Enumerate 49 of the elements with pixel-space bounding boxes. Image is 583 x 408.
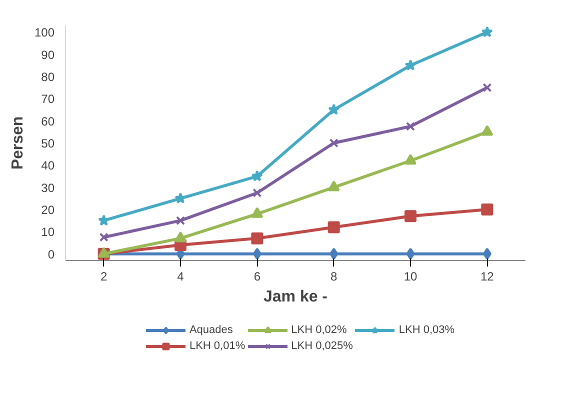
y-tick-label: 80 xyxy=(41,70,55,84)
legend-label: LKH 0,03% xyxy=(398,324,455,336)
x-tick-label: 4 xyxy=(177,270,184,284)
point xyxy=(328,221,340,234)
point xyxy=(481,125,494,136)
point xyxy=(404,210,416,222)
y-tick-label: 20 xyxy=(41,203,55,218)
y-axis-title: Persen xyxy=(9,116,26,170)
point xyxy=(174,232,186,242)
y-tick-label: 30 xyxy=(41,180,55,195)
x-tick-label: 10 xyxy=(404,270,418,284)
point xyxy=(251,170,263,182)
point xyxy=(99,232,108,242)
point xyxy=(328,104,340,115)
point xyxy=(404,59,416,70)
point xyxy=(252,248,262,260)
x-tick-label: 6 xyxy=(254,270,261,284)
y-tick-label: 50 xyxy=(41,136,55,150)
x-axis-title: Jam ke - xyxy=(263,288,328,306)
point xyxy=(174,192,186,204)
point xyxy=(251,207,264,218)
legend-label: Aquades xyxy=(189,324,233,336)
legend-label: LKH 0,025% xyxy=(291,340,353,352)
y-tick-label: 100 xyxy=(34,26,55,40)
point xyxy=(482,248,492,260)
point xyxy=(406,122,416,131)
y-tick-label: 10 xyxy=(41,225,55,240)
y-tick-label: 40 xyxy=(41,158,55,173)
point xyxy=(330,248,338,260)
point xyxy=(481,26,493,38)
point xyxy=(328,180,340,192)
point xyxy=(176,216,186,226)
point xyxy=(98,214,110,226)
x-tick-label: 8 xyxy=(330,270,338,284)
x-tick-label: 2 xyxy=(100,270,108,284)
legend-label: LKH 0,01% xyxy=(189,340,246,352)
point xyxy=(404,154,416,165)
y-tick-label: 0 xyxy=(48,247,55,262)
y-tick-label: 60 xyxy=(41,114,55,128)
legend-label: LKH 0,02% xyxy=(291,324,347,336)
point xyxy=(329,138,338,148)
x-tick-label: 12 xyxy=(480,270,494,284)
point xyxy=(251,232,264,244)
point xyxy=(406,248,415,260)
point xyxy=(481,204,494,216)
point xyxy=(482,83,492,92)
y-tick-label: 90 xyxy=(41,48,55,62)
point xyxy=(252,188,262,198)
y-tick-label: 70 xyxy=(41,92,55,106)
